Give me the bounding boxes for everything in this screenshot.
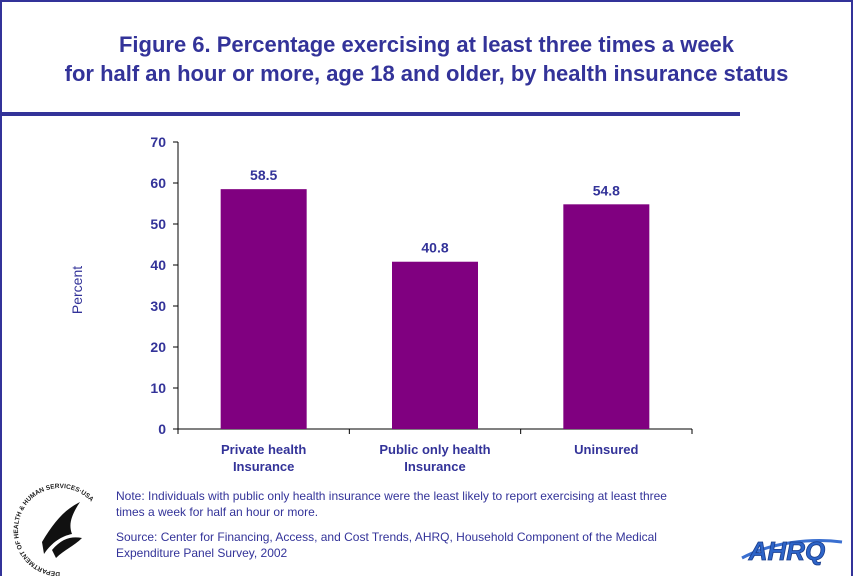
y-tick-label: 0 bbox=[158, 421, 166, 437]
y-tick-label: 60 bbox=[150, 175, 166, 191]
x-tick-label: Public only health Insurance bbox=[379, 442, 491, 474]
y-tick-label: 30 bbox=[150, 298, 166, 314]
chart-title: Figure 6. Percentage exercising at least… bbox=[64, 32, 789, 86]
bar bbox=[392, 261, 478, 429]
seal-ring bbox=[19, 489, 101, 571]
value-label: 58.5 bbox=[250, 167, 277, 183]
bar bbox=[563, 204, 650, 429]
source: Source: Center for Financing, Access, an… bbox=[116, 530, 657, 560]
y-axis-label: Percent bbox=[69, 266, 85, 314]
value-label: 40.8 bbox=[421, 240, 448, 256]
bar bbox=[220, 189, 307, 429]
y-tick-label: 40 bbox=[150, 257, 166, 273]
y-tick-label: 10 bbox=[150, 380, 166, 396]
y-tick-label: 20 bbox=[150, 339, 166, 355]
y-tick-label: 50 bbox=[150, 216, 166, 232]
value-label: 54.8 bbox=[593, 182, 620, 198]
logo-text: AHRQ bbox=[748, 536, 826, 566]
logo-swoosh bbox=[741, 539, 843, 560]
note: Note: Individuals with public only healt… bbox=[116, 489, 667, 519]
title-rule bbox=[2, 112, 740, 116]
x-tick-label: Uninsured bbox=[574, 442, 639, 457]
ahrq-logo: AHRQ bbox=[741, 536, 843, 566]
y-tick-label: 70 bbox=[150, 134, 166, 150]
seal-eagle bbox=[42, 502, 82, 558]
x-tick-label: Private health Insurance bbox=[221, 442, 307, 474]
hhs-seal: DEPARTMENT OF HEALTH & HUMAN SERVICES·US… bbox=[13, 483, 101, 576]
